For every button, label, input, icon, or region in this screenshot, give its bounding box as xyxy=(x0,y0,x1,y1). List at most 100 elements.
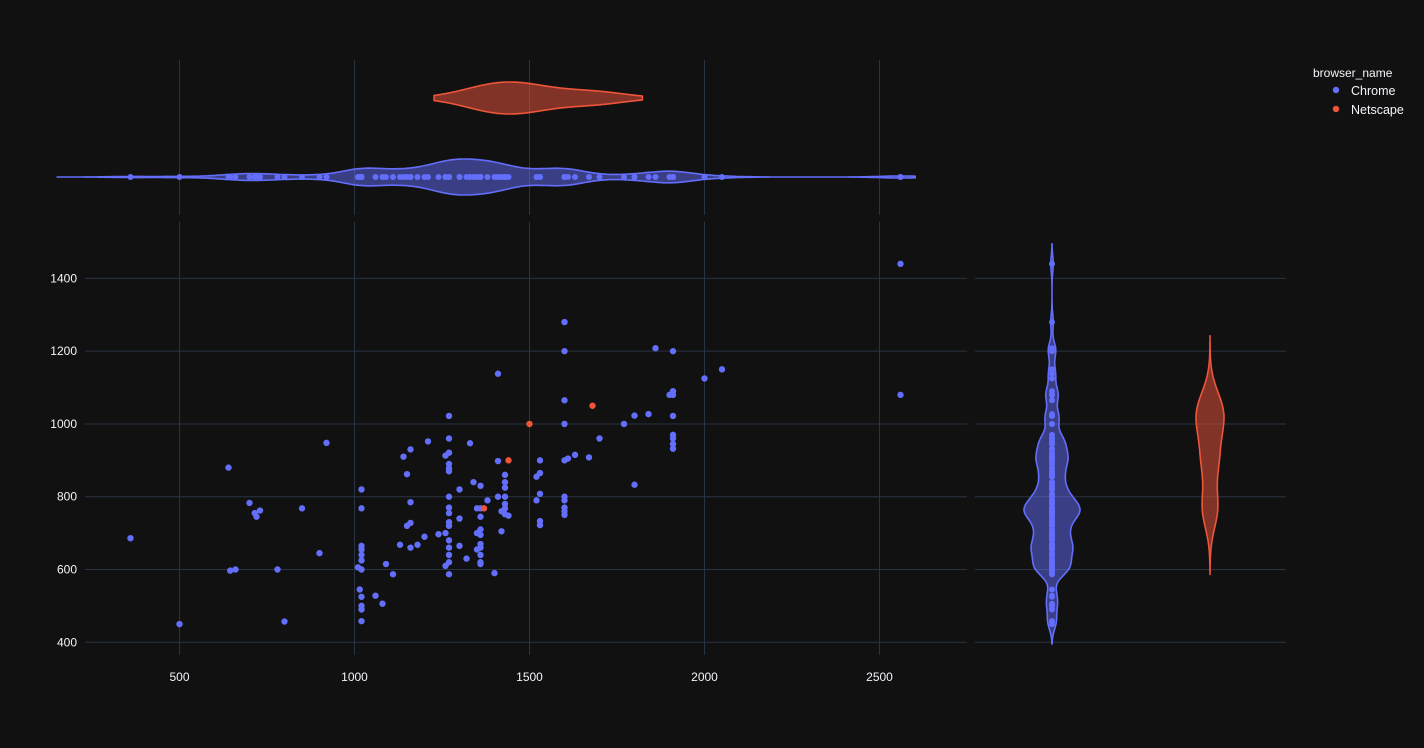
scatter-point-chrome[interactable] xyxy=(358,566,365,573)
scatter-point-netscape[interactable] xyxy=(480,505,488,512)
legend-item-netscape[interactable]: Netscape xyxy=(1332,103,1404,117)
scatter-point-chrome[interactable] xyxy=(445,544,453,551)
scatter-point-chrome[interactable] xyxy=(445,509,453,517)
scatter-point-chrome[interactable] xyxy=(421,533,428,540)
scatter-point-chrome[interactable] xyxy=(561,420,568,428)
scatter-point-chrome[interactable] xyxy=(358,505,365,512)
scatter-point-chrome[interactable] xyxy=(484,497,491,504)
scatter-point-chrome[interactable] xyxy=(382,560,390,568)
scatter-point-chrome[interactable] xyxy=(533,497,540,504)
scatter-point-chrome[interactable] xyxy=(407,498,414,506)
scatter-point-chrome[interactable] xyxy=(389,571,397,578)
scatter-point-chrome[interactable] xyxy=(127,534,134,542)
scatter-point-chrome[interactable] xyxy=(379,600,386,607)
scatter-point-chrome[interactable] xyxy=(463,555,470,562)
scatter-point-chrome[interactable] xyxy=(456,486,463,493)
scatter-point-chrome[interactable] xyxy=(445,435,453,442)
scatter-point-chrome[interactable] xyxy=(536,490,544,498)
scatter-point-chrome[interactable] xyxy=(669,445,677,452)
scatter-point-chrome[interactable] xyxy=(445,468,453,475)
scatter-point-chrome[interactable] xyxy=(407,544,414,551)
scatter-point-chrome[interactable] xyxy=(897,391,904,399)
scatter-point-chrome[interactable] xyxy=(323,439,330,447)
scatter-point-chrome[interactable] xyxy=(225,464,232,471)
scatter-point-chrome[interactable] xyxy=(445,571,453,578)
scatter-point-chrome[interactable] xyxy=(445,493,453,500)
scatter-point-chrome[interactable] xyxy=(701,375,708,382)
scatter-point-chrome[interactable] xyxy=(232,566,239,573)
scatter-point-chrome[interactable] xyxy=(445,559,453,566)
legend-item-chrome[interactable]: Chrome xyxy=(1332,84,1396,98)
scatter-point-chrome[interactable] xyxy=(498,528,505,535)
scatter-point-chrome[interactable] xyxy=(561,497,568,504)
scatter-point-chrome[interactable] xyxy=(505,512,512,519)
scatter-point-chrome[interactable] xyxy=(281,618,288,625)
scatter-point-chrome[interactable] xyxy=(477,544,484,551)
scatter-point-chrome[interactable] xyxy=(631,481,638,488)
scatter-point-chrome[interactable] xyxy=(652,345,659,352)
scatter-point-chrome[interactable] xyxy=(564,455,572,462)
scatter-point-chrome[interactable] xyxy=(477,531,484,539)
scatter-point-chrome[interactable] xyxy=(445,522,453,530)
scatter-point-chrome[interactable] xyxy=(445,504,453,511)
scatter-point-chrome[interactable] xyxy=(631,412,638,419)
scatter-point-chrome[interactable] xyxy=(396,541,404,548)
scatter-point-chrome[interactable] xyxy=(477,482,484,490)
scatter-point-chrome[interactable] xyxy=(561,347,568,355)
scatter-point-chrome[interactable] xyxy=(246,499,253,507)
scatter-point-chrome[interactable] xyxy=(501,505,509,512)
scatter-point-chrome[interactable] xyxy=(358,486,365,493)
scatter-point-chrome[interactable] xyxy=(477,513,484,520)
scatter-point-chrome[interactable] xyxy=(596,435,603,442)
scatter-point-chrome[interactable] xyxy=(358,593,365,600)
scatter-point-chrome[interactable] xyxy=(494,457,502,465)
scatter-point-netscape[interactable] xyxy=(526,420,533,428)
scatter-point-chrome[interactable] xyxy=(669,347,677,355)
scatter-point-chrome[interactable] xyxy=(470,478,477,486)
scatter-point-chrome[interactable] xyxy=(718,366,726,373)
scatter-point-chrome[interactable] xyxy=(445,551,453,559)
scatter-point-chrome[interactable] xyxy=(424,438,432,445)
scatter-point-chrome[interactable] xyxy=(494,493,502,500)
scatter-point-chrome[interactable] xyxy=(561,397,568,404)
scatter-point-chrome[interactable] xyxy=(356,586,363,593)
scatter-point-chrome[interactable] xyxy=(669,440,677,448)
scatter-point-chrome[interactable] xyxy=(403,470,411,478)
scatter-point-chrome[interactable] xyxy=(445,537,453,544)
scatter-point-chrome[interactable] xyxy=(456,542,463,550)
scatter-point-chrome[interactable] xyxy=(316,549,323,557)
scatter-point-chrome[interactable] xyxy=(477,551,484,559)
scatter-point-chrome[interactable] xyxy=(400,453,407,460)
scatter-point-chrome[interactable] xyxy=(358,557,365,564)
scatter-point-chrome[interactable] xyxy=(561,511,568,519)
scatter-point-chrome[interactable] xyxy=(585,454,593,461)
scatter-point-chrome[interactable] xyxy=(536,521,544,529)
scatter-point-chrome[interactable] xyxy=(358,606,365,613)
scatter-point-chrome[interactable] xyxy=(561,318,568,326)
scatter-point-chrome[interactable] xyxy=(358,617,365,625)
scatter-point-chrome[interactable] xyxy=(407,519,414,527)
scatter-point-chrome[interactable] xyxy=(358,546,365,553)
scatter-point-chrome[interactable] xyxy=(256,507,264,514)
scatter-point-chrome[interactable] xyxy=(274,566,281,573)
scatter-point-chrome[interactable] xyxy=(407,446,414,453)
scatter-point-chrome[interactable] xyxy=(536,457,544,464)
scatter-point-chrome[interactable] xyxy=(445,449,453,456)
scatter-point-chrome[interactable] xyxy=(176,620,183,628)
scatter-point-chrome[interactable] xyxy=(445,412,453,420)
scatter-point-chrome[interactable] xyxy=(456,515,463,522)
scatter-point-chrome[interactable] xyxy=(491,569,498,577)
scatter-point-netscape[interactable] xyxy=(589,402,596,409)
scatter-point-chrome[interactable] xyxy=(227,567,234,574)
scatter-point-chrome[interactable] xyxy=(435,530,442,538)
scatter-point-chrome[interactable] xyxy=(466,440,474,447)
scatter-point-netscape[interactable] xyxy=(505,457,512,464)
scatter-point-chrome[interactable] xyxy=(501,493,509,500)
scatter-point-chrome[interactable] xyxy=(536,469,544,477)
scatter-point-chrome[interactable] xyxy=(494,370,502,377)
scatter-point-chrome[interactable] xyxy=(669,435,677,442)
scatter-point-chrome[interactable] xyxy=(477,526,484,533)
scatter-point-chrome[interactable] xyxy=(669,391,677,399)
scatter-point-chrome[interactable] xyxy=(620,420,628,428)
scatter-point-chrome[interactable] xyxy=(358,551,365,559)
